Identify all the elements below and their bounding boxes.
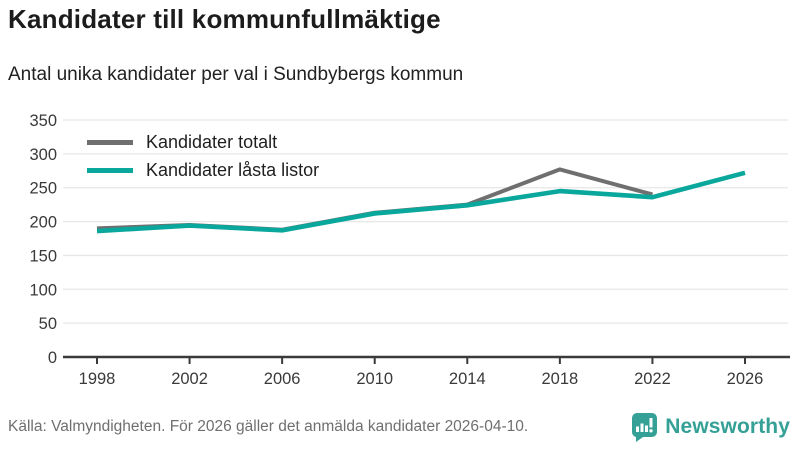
legend-swatch-lasta-listor: [87, 168, 133, 173]
page-subtitle: Antal unika kandidater per val i Sundbyb…: [8, 64, 464, 85]
series-line-kandidater-l-sta-listor: [96, 170, 746, 234]
newsworthy-wordmark: Newsworthy: [665, 415, 790, 438]
chart-footer: Källa: Valmyndigheten. För 2026 gäller d…: [0, 408, 800, 450]
x-axis-tick-label: 2026: [727, 370, 764, 388]
y-axis-tick-label: 250: [29, 180, 57, 198]
x-axis-tick-label: 2010: [356, 370, 393, 388]
x-axis-tick-label: 2014: [449, 370, 486, 388]
line-chart: 0 50 100 150 200 250 300 350 1998 2002 2006 2010 201…: [29, 112, 790, 388]
chart-legend: Kandidater totalt Kandidater låsta listo…: [87, 132, 320, 180]
x-axis-tick-label: 1998: [79, 370, 116, 388]
newsworthy-logo: Newsworthy: [630, 412, 790, 442]
page-title: Kandidater till kommunfullmäktige: [8, 4, 441, 34]
x-axis-tick-label: 2022: [634, 370, 671, 388]
legend-label-totalt: Kandidater totalt: [146, 132, 278, 152]
y-axis-tick-label: 200: [29, 214, 57, 232]
x-axis-tick-label: 2002: [171, 370, 208, 388]
y-axis-tick-label: 350: [29, 112, 57, 130]
y-axis-tick-label: 100: [29, 281, 57, 299]
x-axis-tick-label: 2006: [264, 370, 301, 388]
y-axis-tick-label: 50: [39, 315, 57, 333]
y-axis-tick-label: 150: [29, 247, 57, 265]
y-axis-tick-label: 300: [29, 146, 57, 164]
source-text: Källa: Valmyndigheten. För 2026 gäller d…: [8, 418, 529, 435]
y-axis-tick-label: 0: [48, 349, 57, 367]
legend-label-lasta-listor: Kandidater låsta listor: [146, 160, 320, 180]
x-axis-tick-label: 2018: [541, 370, 578, 388]
newsworthy-bubble-chart-icon: [632, 413, 658, 442]
legend-swatch-totalt: [87, 140, 133, 145]
legend-item-totalt: Kandidater totalt: [87, 132, 319, 152]
legend-item-lasta-listor: Kandidater låsta listor: [87, 160, 320, 180]
